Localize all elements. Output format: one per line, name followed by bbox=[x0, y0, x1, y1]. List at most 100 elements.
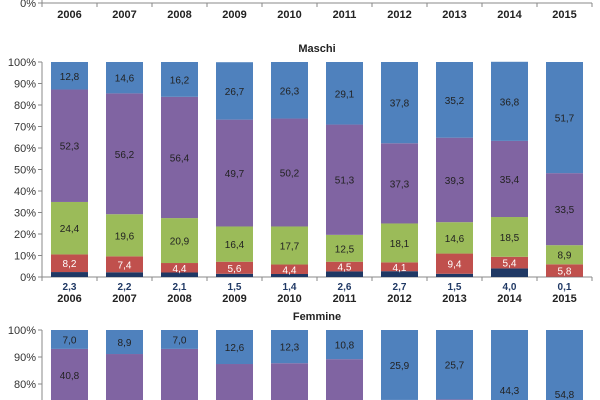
bar-segment-s5 bbox=[326, 330, 363, 360]
bar-segment-s1 bbox=[106, 272, 143, 277]
data-label: 35,2 bbox=[445, 96, 465, 107]
data-label: 2,1 bbox=[173, 282, 187, 293]
data-label: 25,9 bbox=[390, 361, 410, 372]
y-tick-label: 50% bbox=[14, 165, 36, 177]
y-tick-label: 10% bbox=[14, 251, 36, 263]
data-label: 14,6 bbox=[115, 74, 135, 85]
y-tick-label: 20% bbox=[14, 229, 36, 241]
bar-segment-s1 bbox=[271, 273, 308, 277]
data-label: 37,3 bbox=[390, 179, 410, 190]
x-tick-label: 2011 bbox=[333, 9, 357, 21]
x-tick-label: 2009 bbox=[222, 293, 246, 305]
bar-segment-s4 bbox=[106, 93, 143, 215]
data-label: 40,8 bbox=[60, 371, 80, 382]
data-label: 16,4 bbox=[225, 240, 245, 251]
bar-segment-s5 bbox=[546, 62, 583, 174]
x-tick-label: 2006 bbox=[57, 293, 81, 305]
y-tick-label: 90% bbox=[14, 352, 36, 364]
data-label: 54,8 bbox=[555, 390, 575, 400]
data-label: 51,7 bbox=[555, 114, 575, 125]
data-label: 20,9 bbox=[170, 237, 190, 248]
bar-segment-s3 bbox=[381, 223, 418, 263]
data-label: 16,2 bbox=[170, 75, 190, 86]
data-label: 18,1 bbox=[390, 239, 410, 250]
data-label: 1,5 bbox=[448, 282, 462, 293]
bar-segment-s4 bbox=[546, 173, 583, 246]
data-label: 5,6 bbox=[228, 264, 242, 275]
data-label: 7,0 bbox=[173, 335, 187, 346]
bar-segment-s4 bbox=[106, 354, 143, 400]
y-tick-label: 80% bbox=[14, 379, 36, 391]
bar-segment-s2 bbox=[51, 254, 88, 273]
data-label: 12,5 bbox=[335, 244, 355, 255]
data-label: 44,3 bbox=[500, 386, 520, 397]
bar-segment-s5 bbox=[51, 330, 88, 349]
bar-segment-s1 bbox=[491, 268, 528, 277]
data-label: 8,2 bbox=[63, 259, 77, 270]
data-label: 19,6 bbox=[115, 231, 135, 242]
x-tick-label: 2011 bbox=[333, 293, 357, 305]
bar-segment-s2 bbox=[106, 256, 143, 273]
x-tick-label: 2014 bbox=[497, 293, 522, 305]
x-tick-label: 2010 bbox=[277, 9, 301, 21]
y-tick-label: 60% bbox=[14, 143, 36, 155]
data-label: 4,0 bbox=[503, 282, 517, 293]
bar-segment-s4 bbox=[271, 363, 308, 400]
bar-segment-s5 bbox=[271, 62, 308, 119]
y-tick-label: 0% bbox=[20, 272, 36, 284]
bar-segment-s2 bbox=[271, 264, 308, 274]
y-tick-label: 40% bbox=[14, 186, 36, 198]
bar-segment-s2 bbox=[381, 262, 418, 272]
bar-segment-s1 bbox=[381, 271, 418, 277]
bar-segment-s2 bbox=[326, 261, 363, 272]
bar-segment-s4 bbox=[161, 96, 198, 219]
bar-segment-s5 bbox=[546, 330, 583, 400]
bar-segment-s4 bbox=[491, 140, 528, 218]
bar-segment-s3 bbox=[161, 218, 198, 264]
bar-segment-s4 bbox=[381, 143, 418, 224]
x-tick-label: 2008 bbox=[167, 293, 191, 305]
data-label: 1,4 bbox=[283, 282, 297, 293]
bar-segment-s4 bbox=[161, 348, 198, 400]
y-tick-label: 70% bbox=[14, 122, 36, 134]
bar-segment-s5 bbox=[381, 330, 418, 400]
data-label: 17,7 bbox=[280, 242, 300, 253]
x-tick-label: 2013 bbox=[442, 293, 466, 305]
bar-segment-s5 bbox=[161, 330, 198, 349]
bar-segment-s3 bbox=[436, 222, 473, 254]
data-label: 8,9 bbox=[118, 338, 132, 349]
data-label: 18,5 bbox=[500, 233, 520, 244]
data-label: 26,3 bbox=[280, 86, 300, 97]
x-tick-label: 2009 bbox=[222, 9, 246, 21]
data-label: 0,1 bbox=[558, 282, 572, 293]
data-label: 36,8 bbox=[500, 97, 520, 108]
chart-title: Maschi bbox=[298, 43, 335, 55]
bar-segment-s1 bbox=[161, 272, 198, 277]
data-label: 51,3 bbox=[335, 176, 355, 187]
bar-segment-s5 bbox=[271, 330, 308, 364]
bar-segment-s4 bbox=[271, 118, 308, 227]
y-tick-label: 100% bbox=[8, 325, 36, 337]
bar-segment-s3 bbox=[546, 245, 583, 265]
bar-segment-s2 bbox=[161, 263, 198, 273]
data-label: 7,0 bbox=[63, 335, 77, 346]
bar-segment-s5 bbox=[51, 62, 88, 90]
bar-segment-s1 bbox=[436, 273, 473, 277]
data-label: 49,7 bbox=[225, 169, 245, 180]
data-label: 33,5 bbox=[555, 205, 575, 216]
bar-segment-s5 bbox=[436, 330, 473, 400]
x-tick-label: 2014 bbox=[497, 9, 522, 21]
bar-segment-s5 bbox=[106, 330, 143, 355]
data-label: 7,4 bbox=[118, 260, 132, 271]
x-tick-label: 2008 bbox=[167, 9, 191, 21]
bar-segment-s2 bbox=[491, 256, 528, 269]
bar-segment-s1 bbox=[51, 272, 88, 277]
data-label: 4,5 bbox=[338, 263, 352, 274]
bar-segment-s1 bbox=[326, 271, 363, 277]
data-label: 29,1 bbox=[335, 89, 355, 100]
data-label: 12,3 bbox=[280, 343, 300, 354]
bar-segment-s3 bbox=[216, 226, 253, 262]
bar-segment-s2 bbox=[436, 253, 473, 274]
bar-segment-s5 bbox=[491, 61, 528, 141]
